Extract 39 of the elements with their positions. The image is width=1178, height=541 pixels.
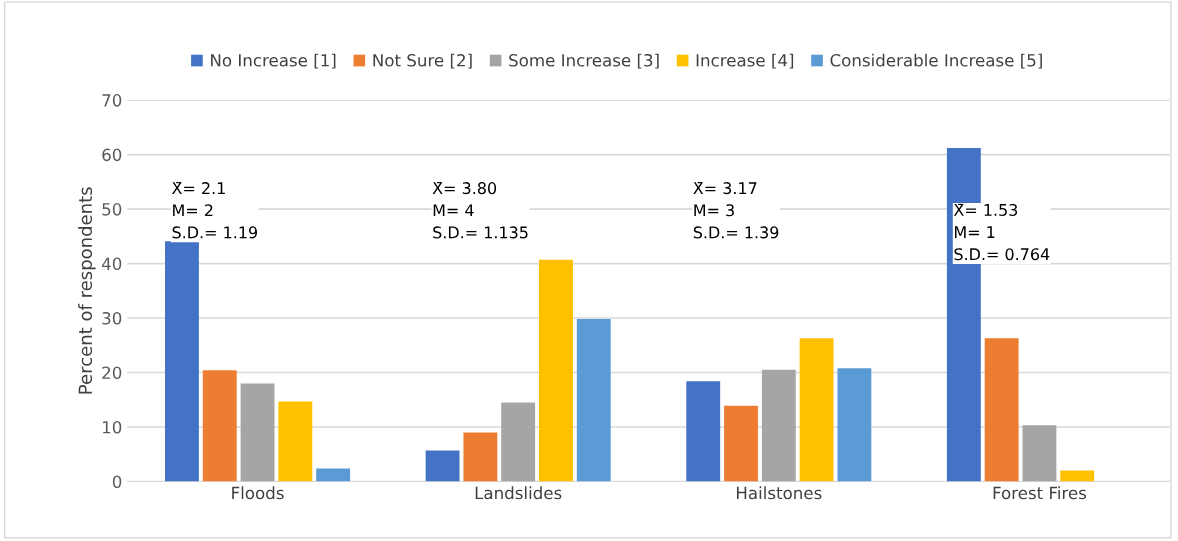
- bar: [686, 381, 721, 482]
- x-tick-label: Landslides: [475, 486, 562, 500]
- legend-label: No Increase [1]: [211, 53, 336, 69]
- bar: [984, 338, 1019, 482]
- x-tick-label: Forest Fires: [993, 486, 1087, 500]
- bar: [761, 369, 796, 482]
- bar: [576, 319, 611, 482]
- bar: [240, 383, 275, 482]
- y-tick-label: 20: [102, 366, 122, 380]
- y-tick-label: 70: [102, 94, 122, 107]
- y-tick-label: 50: [102, 203, 122, 216]
- annotation: X̄= 3.80 M= 4 S.D.= 1.135: [432, 182, 528, 239]
- bar: [539, 259, 573, 482]
- annotation: X̄= 1.53 M= 1 S.D.= 0.764: [953, 203, 1050, 261]
- bar: [1022, 425, 1057, 482]
- bar: [278, 401, 313, 482]
- y-axis-title: Percent of respondents: [78, 187, 96, 394]
- bar: [837, 368, 872, 482]
- x-tick-label: Floods: [232, 486, 284, 500]
- y-tick-label: 30: [102, 311, 122, 325]
- bar: [1060, 470, 1095, 482]
- x-tick-label: Hailstones: [736, 486, 822, 500]
- annotation: X̄= 2.1 M= 2 S.D.= 1.19: [172, 182, 258, 239]
- annotation: X̄= 3.17 M= 3 S.D.= 1.39: [693, 182, 779, 239]
- bar: [316, 468, 351, 482]
- y-tick-label: 0: [112, 475, 122, 489]
- legend-label: Considerable Increase [5]: [830, 53, 1042, 69]
- bar: [463, 432, 498, 482]
- bar: [501, 402, 536, 482]
- legend-label: Not Sure [2]: [373, 53, 472, 69]
- legend-label: Some Increase [3]: [509, 53, 659, 69]
- bar: [724, 405, 758, 482]
- y-tick-label: 40: [101, 257, 122, 271]
- bar: [425, 450, 460, 482]
- bar: [202, 370, 237, 482]
- y-tick-label: 60: [102, 148, 122, 162]
- bar: [799, 338, 834, 482]
- legend-label: Increase [4]: [696, 53, 794, 69]
- y-tick-label: 10: [102, 420, 122, 434]
